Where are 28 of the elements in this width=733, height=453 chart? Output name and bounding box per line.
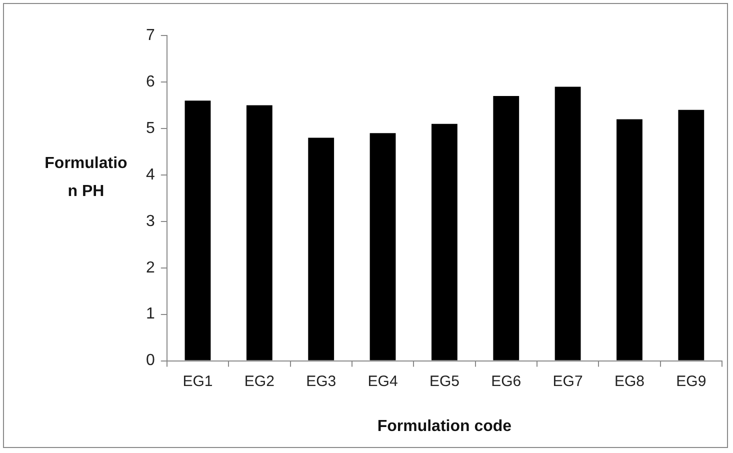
y-tick-label: 7 (146, 27, 155, 44)
bar (184, 100, 211, 360)
x-tick-label: EG7 (552, 372, 583, 390)
y-tick-label: 6 (146, 73, 155, 90)
bar (370, 133, 396, 360)
y-tick-label: 0 (146, 352, 155, 370)
y-tick-label: 2 (146, 259, 155, 276)
x-tick-label: EG9 (676, 372, 706, 390)
x-tick-label: EG1 (182, 372, 213, 390)
x-tick-label: EG8 (614, 372, 644, 390)
x-tick-label: EG3 (306, 372, 336, 390)
x-tick-label: EG5 (429, 372, 460, 390)
bar (678, 110, 704, 360)
bar (246, 105, 272, 360)
x-tick-label: EG6 (491, 372, 522, 390)
x-tick-label: EG4 (368, 372, 398, 390)
y-tick-label: 5 (146, 120, 155, 137)
bar (308, 138, 334, 360)
y-tick-label: 3 (146, 212, 155, 230)
y-tick-label: 4 (146, 166, 155, 184)
bar (616, 119, 642, 360)
y-axis-title: Formulation PH (44, 154, 128, 202)
bar (493, 96, 520, 360)
y-tick-label: 1 (146, 306, 155, 323)
x-tick-label: EG2 (244, 372, 274, 390)
bar (431, 124, 458, 360)
x-axis-title: Formulation code (377, 418, 512, 435)
bar (554, 86, 581, 360)
